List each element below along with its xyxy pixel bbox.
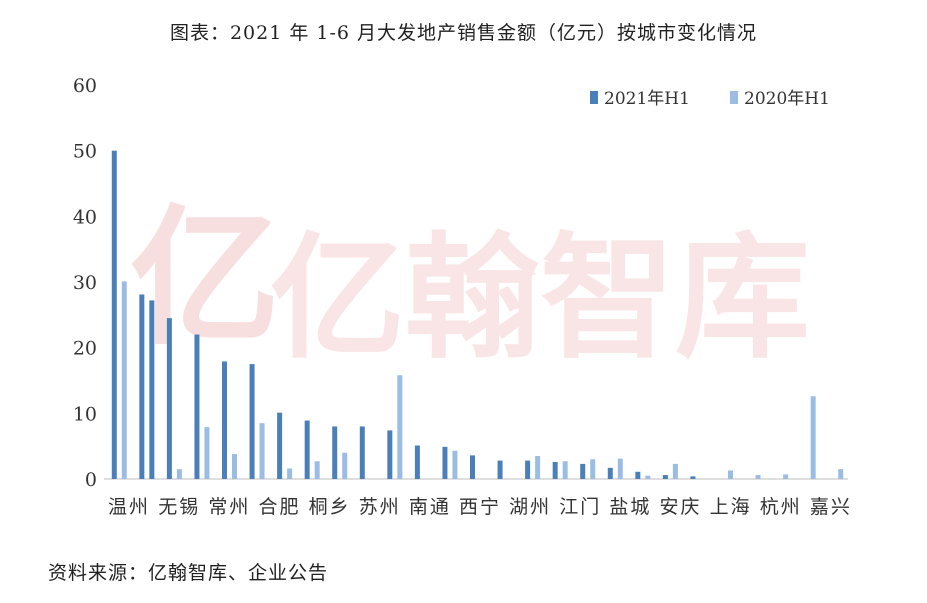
bar-2021h1 <box>497 460 503 479</box>
x-tick-label: 安庆 <box>660 496 702 518</box>
bar-2020h1 <box>121 281 127 479</box>
x-tick-label: 苏州 <box>359 496 401 518</box>
bars <box>111 150 844 479</box>
bar-2020h1 <box>535 456 541 479</box>
bar-2021h1 <box>442 446 448 479</box>
x-tick-label: 上海 <box>710 496 752 518</box>
legend-swatch <box>730 91 738 104</box>
x-tick-label: 合肥 <box>258 496 300 518</box>
x-tick-label: 西宁 <box>459 496 501 518</box>
x-tick-label: 桐乡 <box>309 496 351 518</box>
bar-2020h1 <box>259 423 265 479</box>
bar-2021h1 <box>222 361 227 479</box>
x-axis: 温州 无锡 常州 合肥 桐乡 苏州 南通 西宁 湖州 江门 盐城 安庆 上海 杭州 嘉兴 <box>108 496 852 518</box>
bar-2021h1 <box>414 445 420 479</box>
x-tick-label: 江门 <box>559 496 601 518</box>
x-tick-label: 嘉兴 <box>810 496 852 518</box>
watermark-logo: 亿 <box>130 192 280 366</box>
bar-2020h1 <box>397 375 403 479</box>
bar-2021h1 <box>690 476 696 479</box>
bar-2020h1 <box>783 474 789 479</box>
y-tick-label: 50 <box>73 141 97 163</box>
bar-2020h1 <box>810 396 816 479</box>
bar-2021h1 <box>662 475 668 479</box>
y-tick-label: 10 <box>73 403 97 425</box>
bar-2020h1 <box>672 463 678 479</box>
bar-2021h1 <box>359 426 365 479</box>
x-tick-label: 温州 <box>108 496 150 518</box>
bar-2020h1 <box>204 427 210 479</box>
bar-2020h1 <box>232 454 237 479</box>
x-tick-label: 盐城 <box>609 496 651 518</box>
x-tick-label: 南通 <box>409 496 451 518</box>
bar-2021h1 <box>387 430 393 479</box>
bar-2021h1 <box>194 334 200 479</box>
bar-2021h1 <box>304 420 310 479</box>
bar-2021h1 <box>552 461 558 479</box>
bar-2021h1 <box>607 467 613 479</box>
bar-2020h1 <box>342 452 348 479</box>
y-axis: 0 10 20 30 40 50 60 <box>73 75 97 491</box>
y-tick-label: 0 <box>85 469 97 491</box>
bar-2021h1 <box>166 318 172 479</box>
legend-label: 2020年H1 <box>744 89 830 109</box>
y-tick-label: 60 <box>73 75 97 97</box>
bar-2021h1 <box>580 463 586 479</box>
legend: 2021年H1 2020年H1 <box>590 89 830 109</box>
bar-2021h1 <box>149 300 155 479</box>
bar-2021h1 <box>332 426 338 479</box>
bar-2021h1 <box>525 460 531 479</box>
bar-2020h1 <box>755 475 761 479</box>
bar-2020h1 <box>590 459 596 479</box>
legend-swatch <box>590 91 598 104</box>
bar-2020h1 <box>287 468 293 479</box>
y-tick-label: 20 <box>73 338 97 360</box>
bar-2021h1 <box>277 412 283 479</box>
bar-2021h1 <box>111 150 117 479</box>
bar-2020h1 <box>838 469 844 479</box>
x-tick-label: 杭州 <box>760 496 802 518</box>
source-note: 资料来源：亿翰智库、企业公告 <box>48 562 329 584</box>
bar-2021h1 <box>139 294 145 479</box>
bar-2021h1 <box>635 471 641 479</box>
bar-2020h1 <box>645 475 651 479</box>
x-tick-label: 常州 <box>208 496 250 518</box>
bar-2020h1 <box>314 461 320 479</box>
chart-title: 图表：2021 年 1-6 月大发地产销售金额（亿元）按城市变化情况 <box>169 22 758 44</box>
bar-2020h1 <box>617 458 623 479</box>
watermark-name: 亿翰智库 <box>270 220 810 377</box>
bar-2020h1 <box>728 470 733 479</box>
y-tick-label: 30 <box>73 272 97 294</box>
x-tick-label: 湖州 <box>509 496 551 518</box>
x-tick-label: 无锡 <box>158 496 200 518</box>
bar-2020h1 <box>176 469 182 479</box>
legend-label: 2021年H1 <box>604 89 690 109</box>
bar-2021h1 <box>470 455 475 479</box>
bar-2020h1 <box>562 461 568 479</box>
bar-2021h1 <box>249 364 255 479</box>
y-tick-label: 40 <box>73 206 97 228</box>
bar-2020h1 <box>452 450 458 479</box>
